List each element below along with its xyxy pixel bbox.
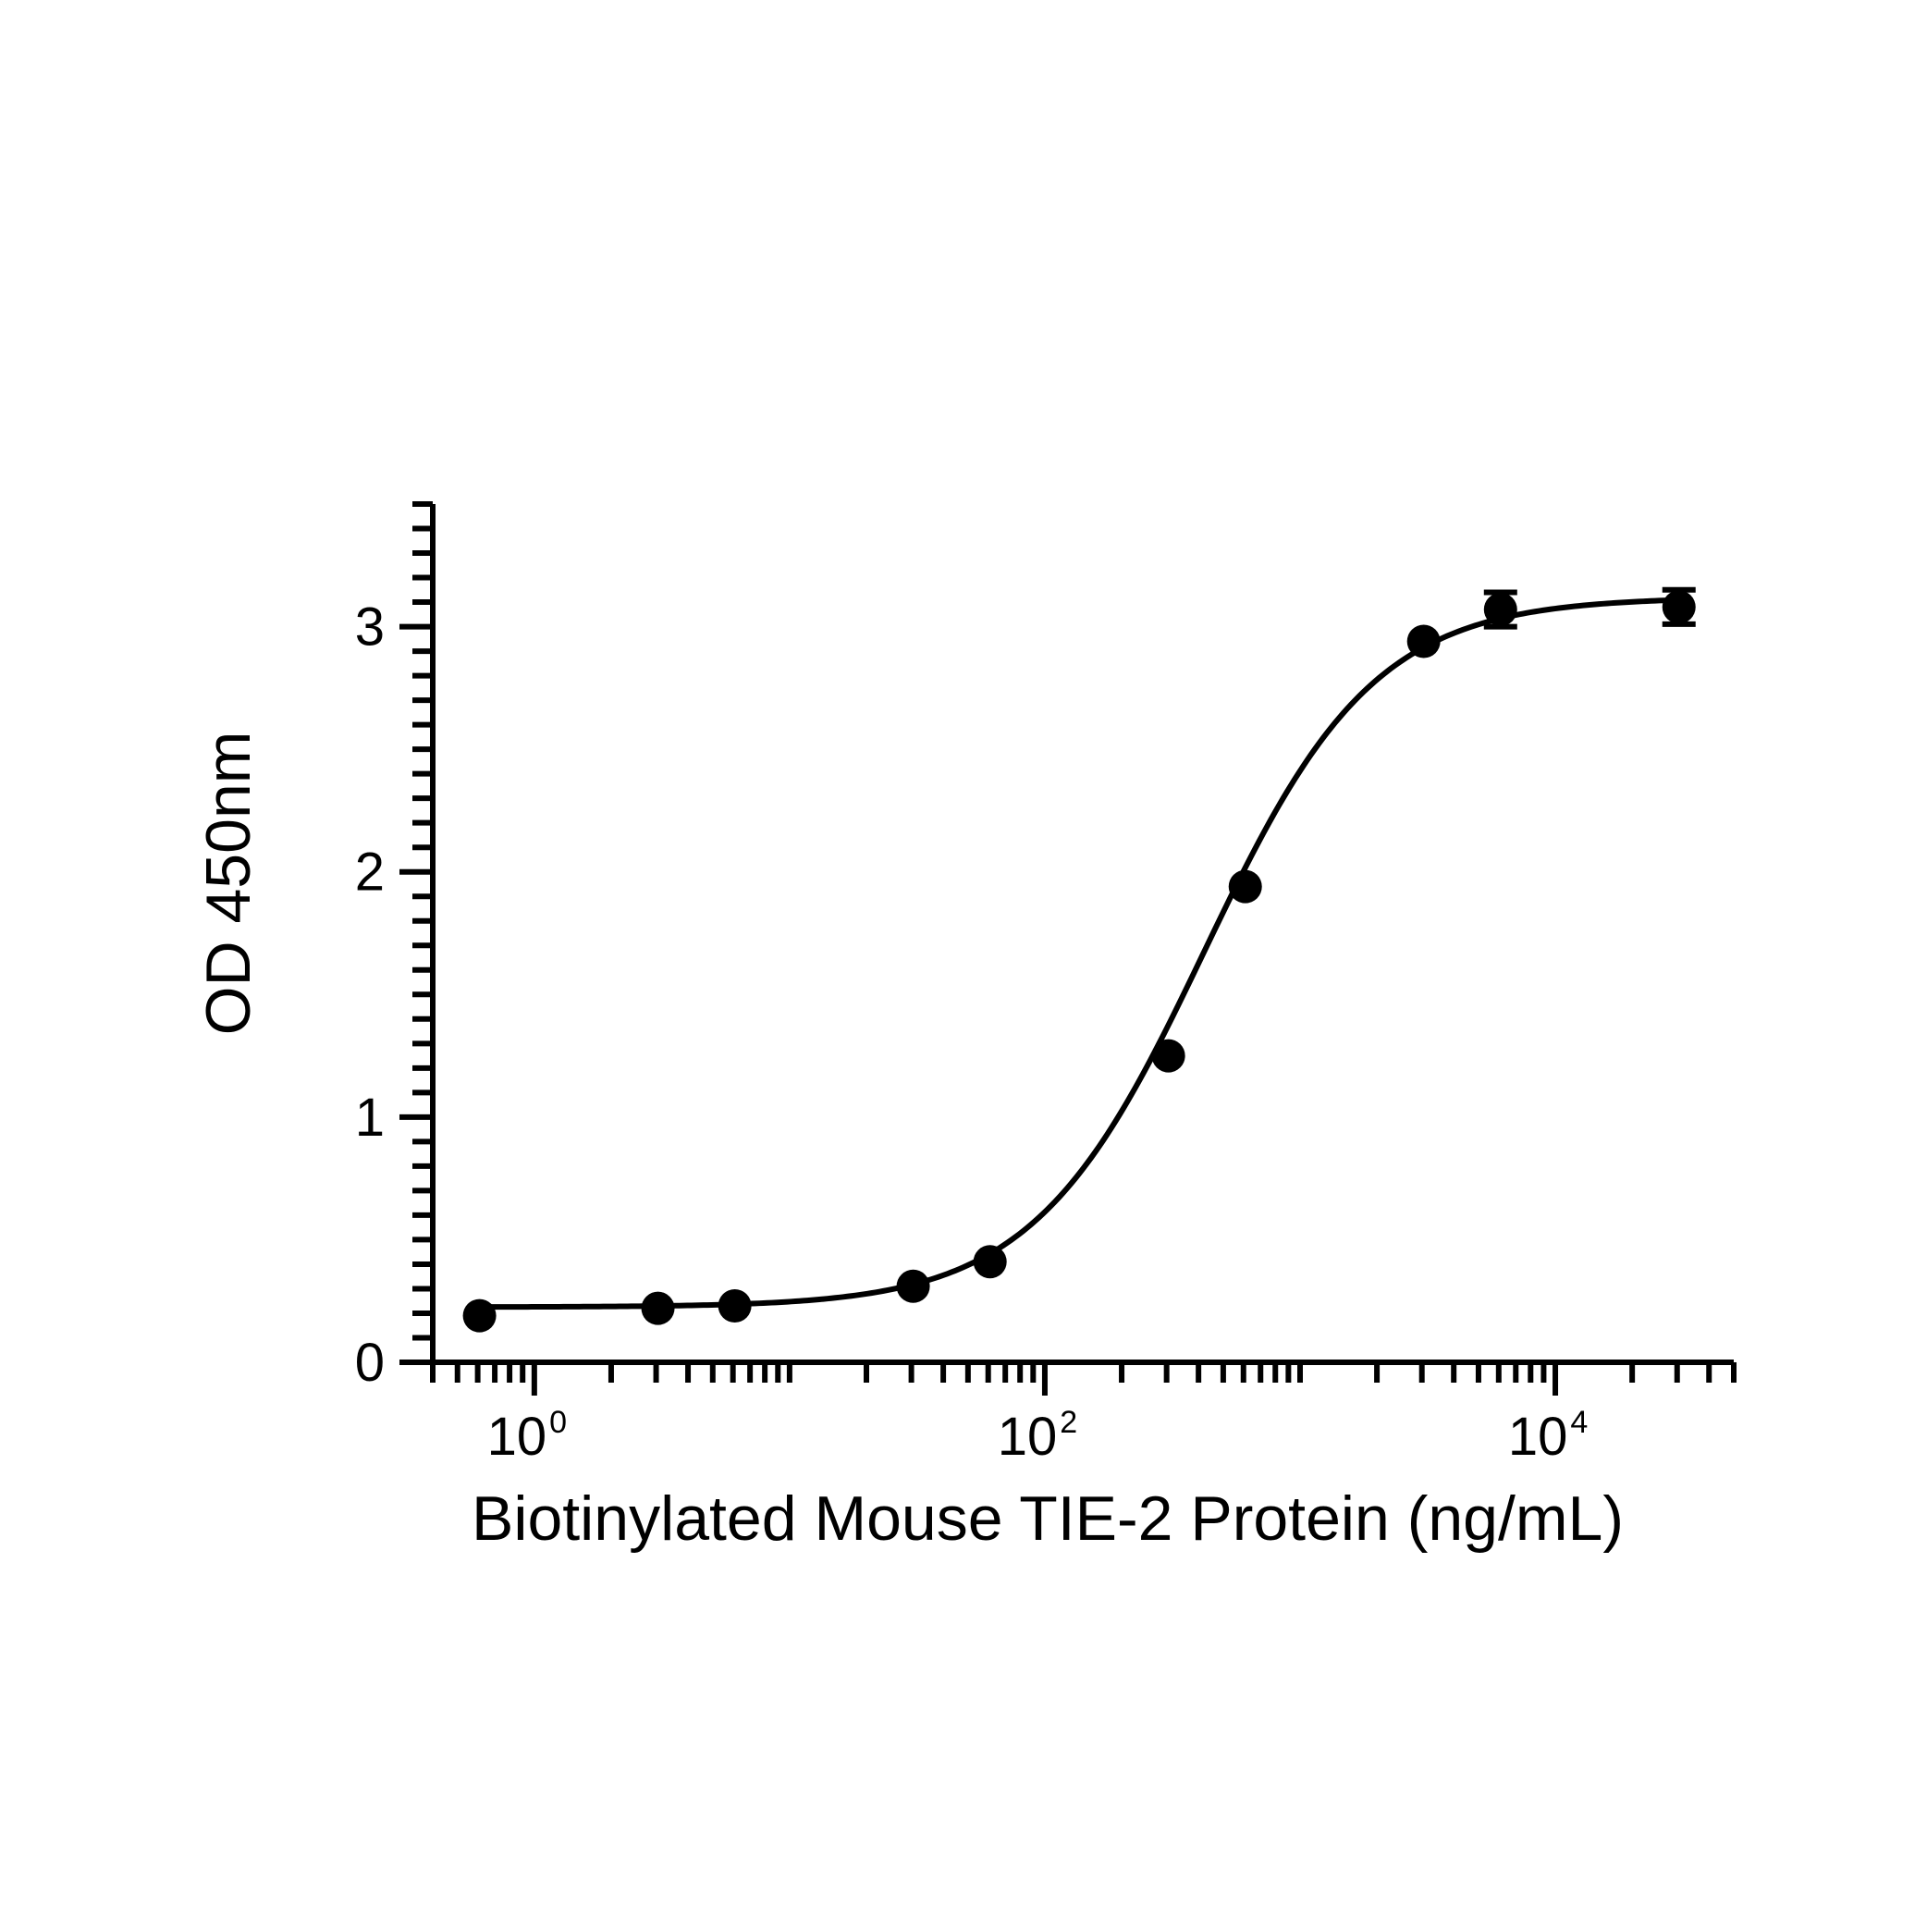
data-point xyxy=(1151,1039,1185,1073)
tick-labels: 0 1 2 3 100 102 104 xyxy=(355,597,1589,1467)
y-tick-label: 2 xyxy=(355,843,385,903)
data-point xyxy=(1483,593,1517,627)
y-tick-label: 3 xyxy=(355,597,385,658)
data-point xyxy=(896,1269,930,1303)
data-point xyxy=(1662,590,1696,624)
x-tick-label: 104 xyxy=(1508,1405,1588,1467)
fit-curve xyxy=(479,597,1679,1311)
fit-curve-group xyxy=(479,597,1679,1311)
x-tick-label: 102 xyxy=(998,1405,1077,1467)
data-point xyxy=(641,1291,675,1325)
x-axis-title: Biotinylated Mouse TIE-2 Protein (ng/mL) xyxy=(472,1483,1624,1554)
y-axis-title: OD 450nm xyxy=(193,732,264,1036)
data-points xyxy=(462,586,1696,1333)
x-tick-label: 100 xyxy=(487,1405,567,1467)
data-point xyxy=(462,1298,497,1333)
axes xyxy=(399,501,1737,1396)
data-point xyxy=(973,1245,1007,1279)
data-point xyxy=(1228,869,1262,904)
data-point xyxy=(718,1289,752,1323)
data-point xyxy=(1406,624,1441,658)
y-tick-label: 0 xyxy=(355,1333,385,1393)
y-tick-label: 1 xyxy=(355,1088,385,1148)
